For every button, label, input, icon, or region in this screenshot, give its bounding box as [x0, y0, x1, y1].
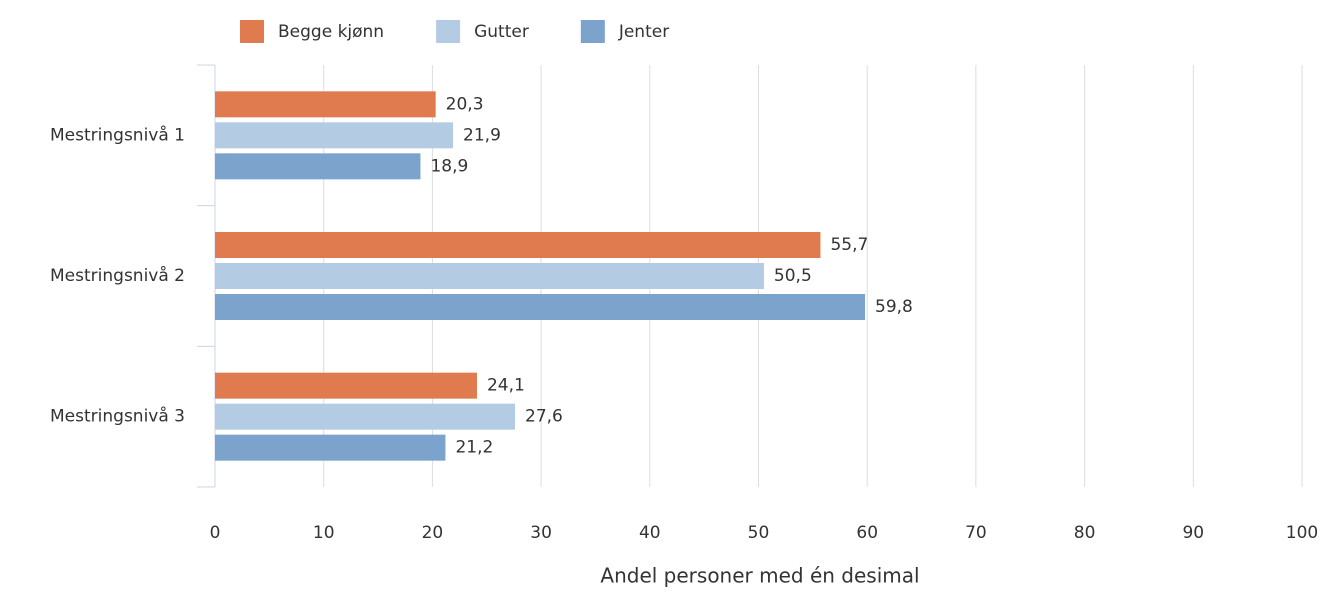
bar: [215, 153, 420, 179]
x-tick-label: 80: [1074, 523, 1096, 543]
bar: [215, 373, 477, 399]
legend-swatch: [581, 20, 605, 43]
x-tick-label: 90: [1182, 523, 1204, 543]
x-tick-label: 30: [530, 523, 552, 543]
bar: [215, 122, 453, 148]
x-tick-label: 10: [313, 523, 335, 543]
bar: [215, 435, 445, 461]
data-label: 59,8: [875, 297, 913, 317]
legend-swatch: [436, 20, 460, 43]
x-tick-label: 20: [422, 523, 444, 543]
y-tick-label: Mestringsnivå 3: [50, 406, 185, 427]
data-label: 20,3: [446, 94, 484, 114]
data-label: 50,5: [774, 266, 812, 286]
x-axis-title: Andel personer med én desimal: [600, 564, 919, 588]
data-label: 27,6: [525, 407, 563, 427]
legend-swatch: [240, 20, 264, 43]
x-tick-label: 60: [856, 523, 878, 543]
bar: [215, 91, 436, 117]
x-tick-label: 50: [748, 523, 770, 543]
data-label: 55,7: [830, 235, 868, 255]
x-tick-label: 70: [965, 523, 987, 543]
x-tick-label: 40: [639, 523, 661, 543]
x-tick-label: 100: [1286, 523, 1318, 543]
bar: [215, 404, 515, 430]
chart: Andel personer med én desimal 0 10 20 30 40 5…: [0, 0, 1327, 590]
x-tick-label: 0: [210, 523, 221, 543]
bar: [215, 232, 820, 258]
data-label: 24,1: [487, 376, 525, 396]
legend-label: Jenter: [618, 22, 669, 42]
legend-label: Gutter: [474, 22, 529, 42]
bar: [215, 263, 764, 289]
y-tick-label: Mestringsnivå 2: [50, 265, 185, 286]
y-tick-label: Mestringsnivå 1: [50, 124, 185, 145]
data-label: 18,9: [430, 156, 468, 176]
legend-label: Begge kjønn: [278, 22, 384, 42]
bar: [215, 294, 865, 320]
data-label: 21,2: [455, 438, 493, 458]
data-label: 21,9: [463, 125, 501, 145]
